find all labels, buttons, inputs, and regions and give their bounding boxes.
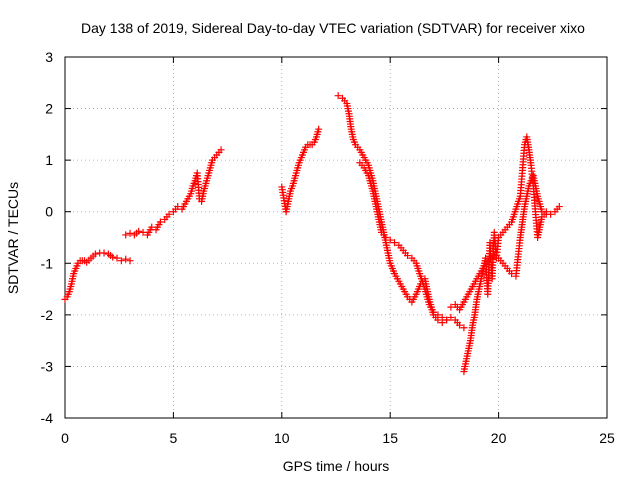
- data-point: [438, 313, 446, 321]
- series-seg4b: [356, 159, 451, 324]
- x-tick-label: 10: [274, 430, 290, 446]
- series-seg3: [278, 125, 323, 216]
- data-points: [61, 92, 563, 376]
- axis-ticks: [64, 56, 608, 419]
- y-tick-label: -4: [41, 410, 54, 426]
- data-point: [430, 308, 438, 316]
- data-point: [109, 253, 117, 261]
- y-tick-label: -2: [41, 307, 54, 323]
- data-point: [122, 231, 130, 239]
- data-point: [126, 257, 134, 265]
- plot-frame: [64, 56, 608, 419]
- y-tick-labels: -4 -3 -2 -1 0 1 2 3: [41, 49, 54, 426]
- x-tick-label: 20: [491, 430, 507, 446]
- x-tick-label: 15: [382, 430, 398, 446]
- data-point: [434, 311, 442, 319]
- y-tick-label: -1: [41, 255, 54, 271]
- data-point: [456, 321, 464, 329]
- data-point: [447, 303, 455, 311]
- series-seg5b: [460, 133, 550, 376]
- data-point: [542, 208, 550, 216]
- data-point: [386, 236, 394, 244]
- data-point: [443, 316, 451, 324]
- data-point: [122, 255, 130, 263]
- y-tick-label: 2: [45, 101, 53, 117]
- data-point: [113, 254, 121, 262]
- data-point: [100, 249, 108, 257]
- data-point: [315, 125, 323, 133]
- y-axis-label: SDTVAR / TECUs: [5, 182, 21, 294]
- y-tick-label: 0: [45, 204, 53, 220]
- data-point: [135, 227, 143, 235]
- data-point: [447, 313, 455, 321]
- y-tick-label: 3: [45, 49, 53, 65]
- series-seg1: [61, 249, 134, 303]
- x-tick-label: 0: [61, 430, 69, 446]
- data-point: [555, 203, 563, 211]
- data-point: [217, 146, 225, 154]
- data-point: [334, 92, 342, 100]
- x-tick-label: 25: [599, 430, 615, 446]
- series-seg2: [122, 146, 225, 239]
- x-tick-label: 5: [170, 430, 178, 446]
- data-point: [117, 257, 125, 265]
- x-tick-labels: 0 5 10 15 20 25: [61, 430, 615, 446]
- data-point: [156, 218, 164, 226]
- data-point: [382, 234, 390, 241]
- chart-title: Day 138 of 2019, Sidereal Day-to-day VTE…: [81, 20, 585, 36]
- data-point: [165, 210, 173, 218]
- data-point: [391, 239, 399, 247]
- data-point: [460, 324, 468, 332]
- data-point: [91, 250, 99, 258]
- y-tick-label: -3: [41, 358, 54, 374]
- data-point: [404, 252, 412, 260]
- data-point: [547, 210, 555, 218]
- data-point: [126, 229, 134, 237]
- x-axis-label: GPS time / hours: [283, 458, 390, 474]
- y-tick-label: 1: [45, 152, 53, 168]
